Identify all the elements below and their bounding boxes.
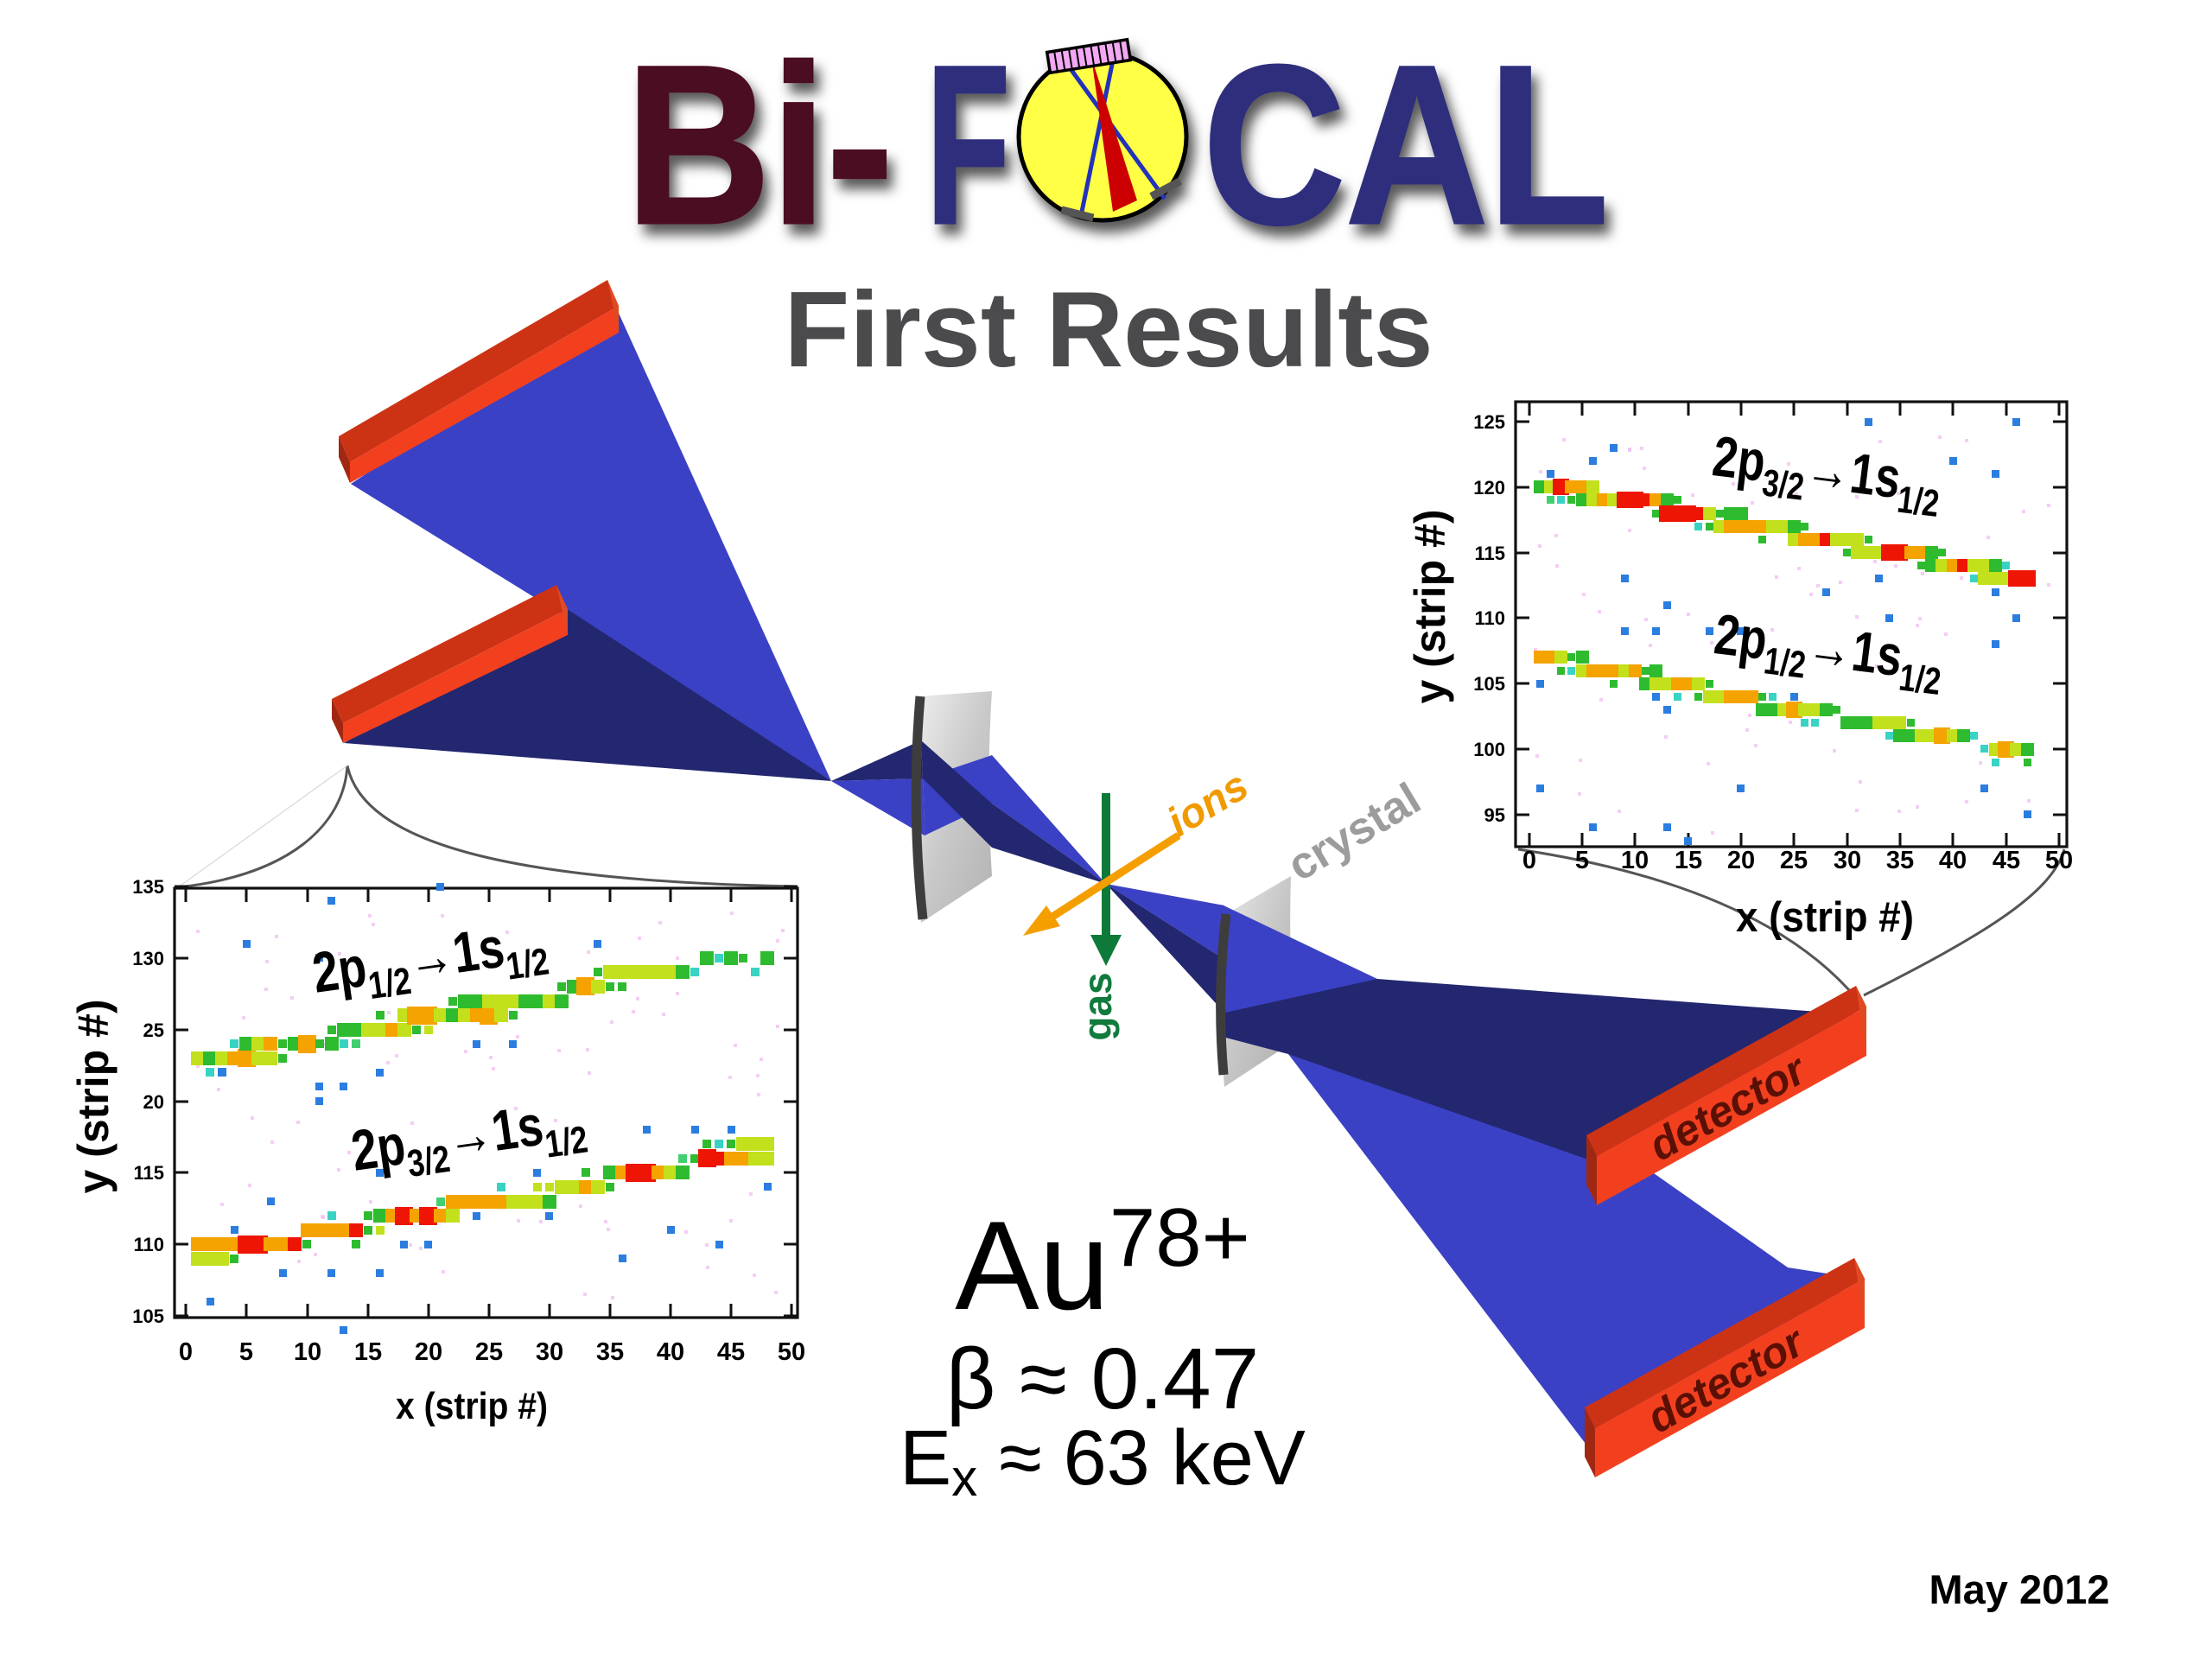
svg-text:0: 0 xyxy=(179,1338,193,1366)
svg-text:First Results: First Results xyxy=(784,270,1433,390)
svg-text:115: 115 xyxy=(134,1162,165,1184)
svg-text:100: 100 xyxy=(1473,739,1505,760)
svg-text:50: 50 xyxy=(778,1338,805,1366)
svg-text:gas: gas xyxy=(1075,972,1120,1040)
svg-text:50: 50 xyxy=(2045,847,2073,874)
svg-text:β ≈ 0.47: β ≈ 0.47 xyxy=(946,1331,1260,1427)
svg-text:y (strip #): y (strip #) xyxy=(69,999,118,1193)
svg-text:x (strip #): x (strip #) xyxy=(1736,894,1914,941)
svg-text:30: 30 xyxy=(536,1338,563,1366)
svg-text:105: 105 xyxy=(132,1305,164,1327)
svg-text:25: 25 xyxy=(1780,847,1808,874)
svg-text:5: 5 xyxy=(1575,847,1589,874)
svg-text:45: 45 xyxy=(1993,847,2020,874)
svg-text:x (strip #): x (strip #) xyxy=(396,1385,548,1427)
svg-text:110: 110 xyxy=(134,1234,165,1255)
svg-text:0: 0 xyxy=(1522,847,1536,874)
svg-text:40: 40 xyxy=(657,1338,684,1366)
svg-text:20: 20 xyxy=(143,1091,164,1113)
svg-text:45: 45 xyxy=(717,1338,745,1366)
svg-text:25: 25 xyxy=(143,1020,164,1041)
svg-text:F: F xyxy=(926,18,1010,271)
svg-text:115: 115 xyxy=(1475,543,1506,564)
svg-text:10: 10 xyxy=(1621,847,1649,874)
svg-text:y (strip #): y (strip #) xyxy=(1406,509,1454,703)
svg-text:125: 125 xyxy=(1473,411,1505,433)
svg-text:May 2012: May 2012 xyxy=(1929,1566,2109,1612)
svg-text:CAL: CAL xyxy=(1203,18,1609,271)
svg-text:15: 15 xyxy=(1675,847,1702,874)
svg-text:20: 20 xyxy=(415,1338,442,1366)
svg-text:135: 135 xyxy=(132,876,164,898)
svg-text:Bi-: Bi- xyxy=(626,18,893,271)
svg-text:5: 5 xyxy=(239,1338,253,1366)
svg-text:30: 30 xyxy=(1834,847,1861,874)
svg-text:40: 40 xyxy=(1939,847,1967,874)
svg-text:130: 130 xyxy=(132,948,164,969)
svg-text:120: 120 xyxy=(1473,477,1505,499)
svg-text:95: 95 xyxy=(1484,804,1505,826)
svg-text:110: 110 xyxy=(1475,607,1506,629)
svg-text:35: 35 xyxy=(1886,847,1914,874)
svg-text:10: 10 xyxy=(294,1338,321,1366)
svg-text:105: 105 xyxy=(1473,673,1505,695)
svg-text:25: 25 xyxy=(475,1338,503,1366)
svg-text:35: 35 xyxy=(596,1338,624,1366)
svg-text:20: 20 xyxy=(1727,847,1755,874)
svg-text:15: 15 xyxy=(354,1338,382,1366)
